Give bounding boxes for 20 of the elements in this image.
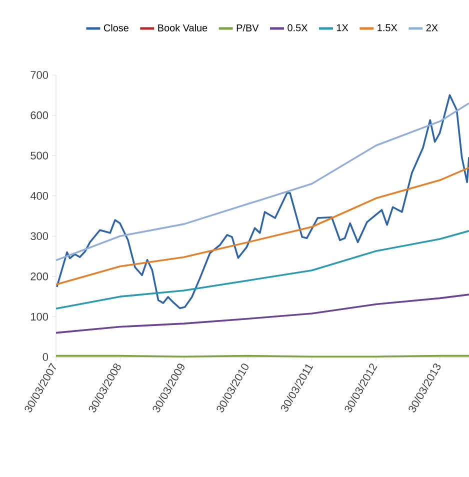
y-tick-label: 600 xyxy=(30,111,48,120)
line-series xyxy=(55,230,469,310)
y-tick-label: 0 xyxy=(42,353,48,361)
y-tick-label: 500 xyxy=(30,152,48,160)
legend-label: 1.5X xyxy=(378,24,398,32)
y-tick-label: 200 xyxy=(30,272,48,280)
y-tick-label: 700 xyxy=(30,71,48,79)
line-series xyxy=(55,102,469,262)
legend-label: 1X xyxy=(337,24,348,32)
legend-label: 0.5X xyxy=(288,24,308,32)
y-tick-label: 400 xyxy=(30,192,48,200)
y-tick-label: 100 xyxy=(31,312,48,321)
legend-label: Book Value xyxy=(158,24,208,32)
legend-label: P/BV xyxy=(236,24,259,32)
y-tick-label: 300 xyxy=(30,232,48,240)
line-series xyxy=(56,94,469,310)
legend-label: Close xyxy=(104,24,128,32)
line-series xyxy=(55,294,469,334)
line-series xyxy=(55,166,469,286)
legend-label: 2X xyxy=(426,24,438,32)
